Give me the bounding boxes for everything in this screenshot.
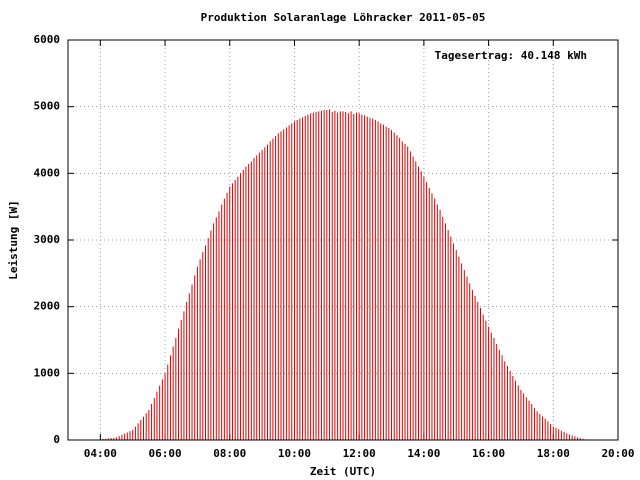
x-axis-label: Zeit (UTC) [310, 465, 376, 478]
y-axis-label: Leistung [W] [7, 200, 20, 279]
y-tick-label: 1000 [34, 366, 61, 379]
x-tick-label: 14:00 [407, 447, 440, 460]
x-tick-label: 06:00 [148, 447, 181, 460]
plot-border [67, 39, 619, 441]
chart-title: Produktion Solaranlage Löhracker 2011-05… [201, 11, 486, 24]
x-tick-label: 18:00 [537, 447, 570, 460]
y-tick-label: 3000 [34, 233, 61, 246]
x-tick-label: 16:00 [472, 447, 505, 460]
y-tick-label: 5000 [34, 100, 61, 113]
x-tick-label: 12:00 [343, 447, 376, 460]
y-tick-label: 6000 [34, 33, 61, 46]
x-tick-label: 04:00 [84, 447, 117, 460]
x-tick-label: 08:00 [213, 447, 246, 460]
x-tick-label: 10:00 [278, 447, 311, 460]
y-tick-label: 4000 [34, 166, 61, 179]
y-tick-label: 0 [53, 433, 60, 446]
annotation: Tagesertrag: 40.148 kWh [435, 49, 587, 62]
y-tick-label: 2000 [34, 300, 61, 313]
x-tick-label: 20:00 [601, 447, 634, 460]
